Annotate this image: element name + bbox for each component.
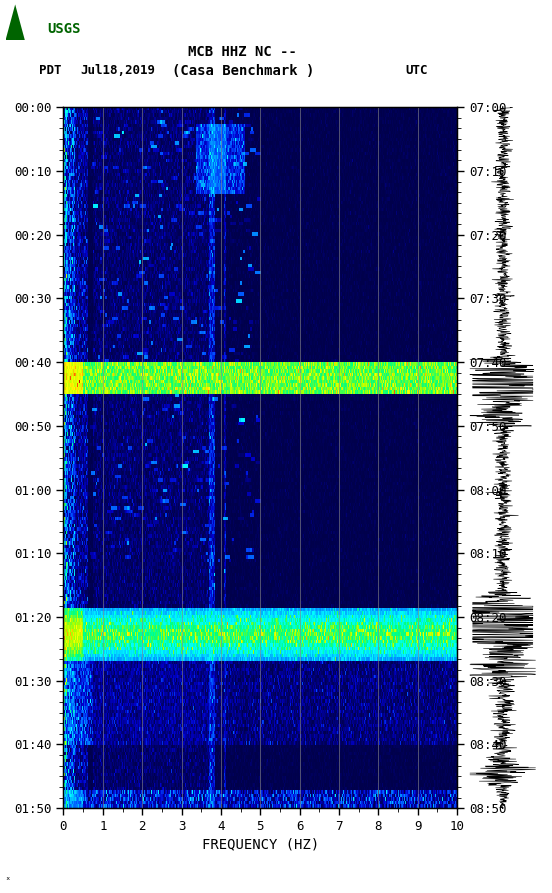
Text: MCB HHZ NC --: MCB HHZ NC --	[188, 45, 298, 59]
Text: USGS: USGS	[47, 22, 81, 37]
Text: PDT: PDT	[39, 64, 61, 77]
Text: Jul18,2019: Jul18,2019	[80, 64, 155, 77]
X-axis label: FREQUENCY (HZ): FREQUENCY (HZ)	[201, 837, 319, 851]
Text: ˣ: ˣ	[6, 876, 10, 886]
Text: (Casa Benchmark ): (Casa Benchmark )	[172, 63, 314, 78]
Polygon shape	[6, 4, 25, 40]
Text: UTC: UTC	[406, 64, 428, 77]
